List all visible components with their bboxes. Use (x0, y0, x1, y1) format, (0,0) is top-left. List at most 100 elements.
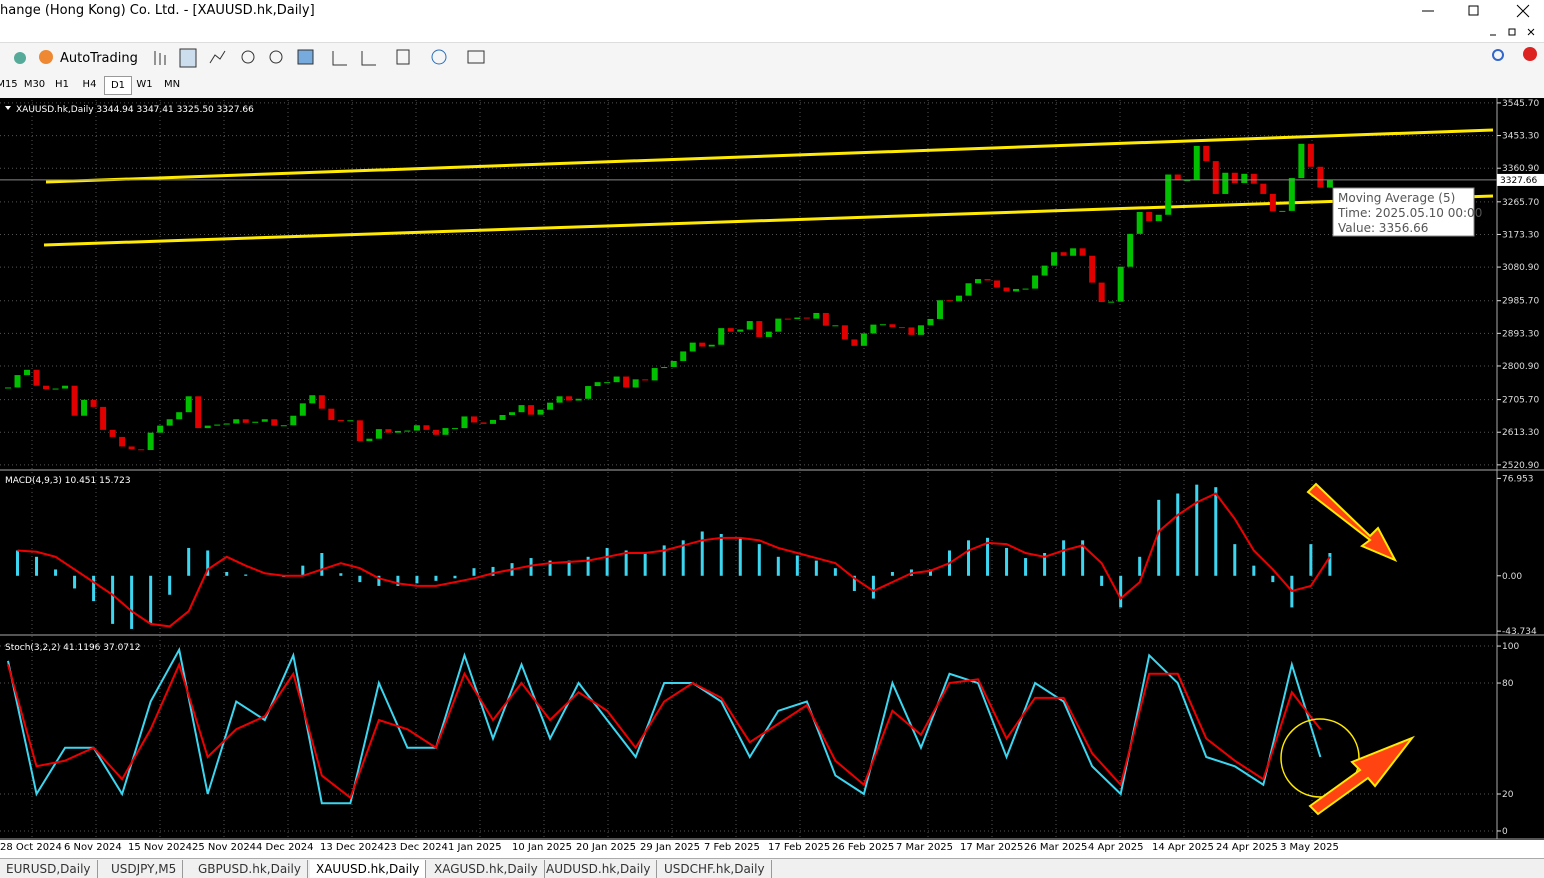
icon[interactable] (241, 50, 255, 64)
candle (214, 424, 221, 426)
date-label: 13 Dec 2024 (320, 842, 384, 853)
date-label: 20 Jan 2025 (576, 842, 636, 853)
icon[interactable] (467, 50, 485, 64)
date-axis (0, 840, 1544, 858)
candle (670, 360, 677, 367)
chart-tab[interactable]: USDJPY,M5 (105, 860, 184, 878)
candle (43, 385, 50, 390)
macd-bar (719, 534, 723, 576)
macd-bar (472, 568, 476, 576)
candle (204, 425, 211, 429)
icon[interactable] (396, 49, 410, 65)
macd-bar (206, 550, 210, 576)
candle (718, 328, 725, 345)
macd-bar (700, 531, 704, 576)
autotrading-icon[interactable] (39, 50, 53, 64)
macd-bar (643, 553, 647, 576)
chart-tab[interactable]: XAUUSD.hk,Daily (310, 860, 427, 878)
close[interactable] (1516, 4, 1530, 18)
icon[interactable] (269, 50, 283, 64)
icon[interactable] (297, 49, 314, 65)
candle (176, 412, 183, 420)
icon[interactable] (431, 49, 447, 65)
restore[interactable] (1468, 5, 1479, 16)
macd-bar (1233, 544, 1237, 576)
macd-bar (662, 545, 666, 576)
timeframe-button[interactable]: H4 (82, 79, 97, 90)
candle (166, 419, 173, 426)
candle (366, 438, 373, 442)
macd-bar (586, 556, 590, 576)
date-label: 14 Apr 2025 (1152, 842, 1214, 853)
candle (1250, 173, 1257, 184)
candle (528, 405, 535, 415)
candle (813, 312, 820, 319)
icon[interactable] (361, 51, 376, 66)
trendline (45, 128, 1494, 184)
annotation-arrow (1308, 735, 1416, 816)
autotrading-label[interactable]: AutoTrading (60, 51, 138, 66)
candle (927, 318, 934, 326)
macd-bar (54, 569, 58, 576)
macd-bar (681, 540, 685, 576)
date-label: 15 Nov 2024 (128, 842, 192, 853)
mdi-close[interactable] (1527, 28, 1535, 36)
date-label: 24 Apr 2025 (1216, 842, 1278, 853)
icon[interactable] (154, 51, 166, 65)
chart-tab[interactable]: GBPUSD.hk,Daily (192, 860, 308, 878)
macd-bar (814, 560, 818, 576)
candle (689, 342, 696, 352)
macd-bar (1119, 575, 1123, 608)
timeframe-button[interactable]: D1 (104, 76, 132, 95)
timeframe-button[interactable]: W1 (136, 79, 153, 90)
candle (185, 396, 192, 413)
search[interactable] (1492, 49, 1504, 61)
candle (309, 395, 316, 404)
window-controls (1422, 4, 1530, 18)
candle (119, 436, 126, 447)
candle (1260, 183, 1267, 194)
candle (1326, 180, 1333, 188)
candle (975, 279, 982, 284)
macd-bar (130, 575, 134, 629)
candle (385, 429, 392, 433)
candle (81, 399, 88, 416)
candle (746, 321, 753, 330)
candle (337, 419, 344, 421)
tooltip-line: Moving Average (5) (1338, 191, 1455, 205)
macd-bar (1081, 540, 1085, 576)
timeframe-button[interactable]: M15 (0, 79, 18, 90)
timeframe-button[interactable]: H1 (55, 79, 69, 90)
candle (328, 408, 335, 420)
candle (727, 328, 734, 332)
stoch-label: Stoch(3,2,2) 41.1196 37.0712 (5, 643, 140, 653)
candle (509, 412, 516, 416)
date-label: 6 Nov 2024 (64, 842, 122, 853)
icon[interactable] (209, 50, 226, 64)
chart-tab[interactable]: EURUSD,Daily (0, 860, 98, 878)
candle (432, 429, 439, 435)
candle (1070, 248, 1077, 256)
candle (413, 425, 420, 431)
chart-tab[interactable]: USDCHF.hk,Daily (658, 860, 772, 878)
chart-tab[interactable]: XAGUSD.hk,Daily (428, 860, 545, 878)
candle (461, 416, 468, 429)
icon[interactable] (179, 48, 197, 68)
candle (699, 342, 706, 347)
macd-bar (16, 550, 20, 576)
timeframe-button[interactable]: M30 (23, 79, 46, 90)
chart-tab[interactable]: AUDUSD.hk,Daily (540, 860, 658, 878)
icon[interactable] (332, 51, 347, 66)
macd-bar (1214, 487, 1218, 576)
candle (62, 385, 69, 389)
candle (556, 396, 563, 403)
mdi-restore[interactable] (1508, 28, 1516, 36)
candle (1231, 172, 1238, 183)
notification[interactable] (1523, 47, 1537, 61)
candle (451, 428, 458, 430)
icon[interactable] (14, 52, 26, 64)
chart-background (0, 98, 1544, 858)
timeframe-button[interactable]: MN (163, 79, 181, 90)
y-tick-label: 2705.70 (1502, 396, 1539, 406)
date-label: 3 May 2025 (1280, 842, 1339, 853)
